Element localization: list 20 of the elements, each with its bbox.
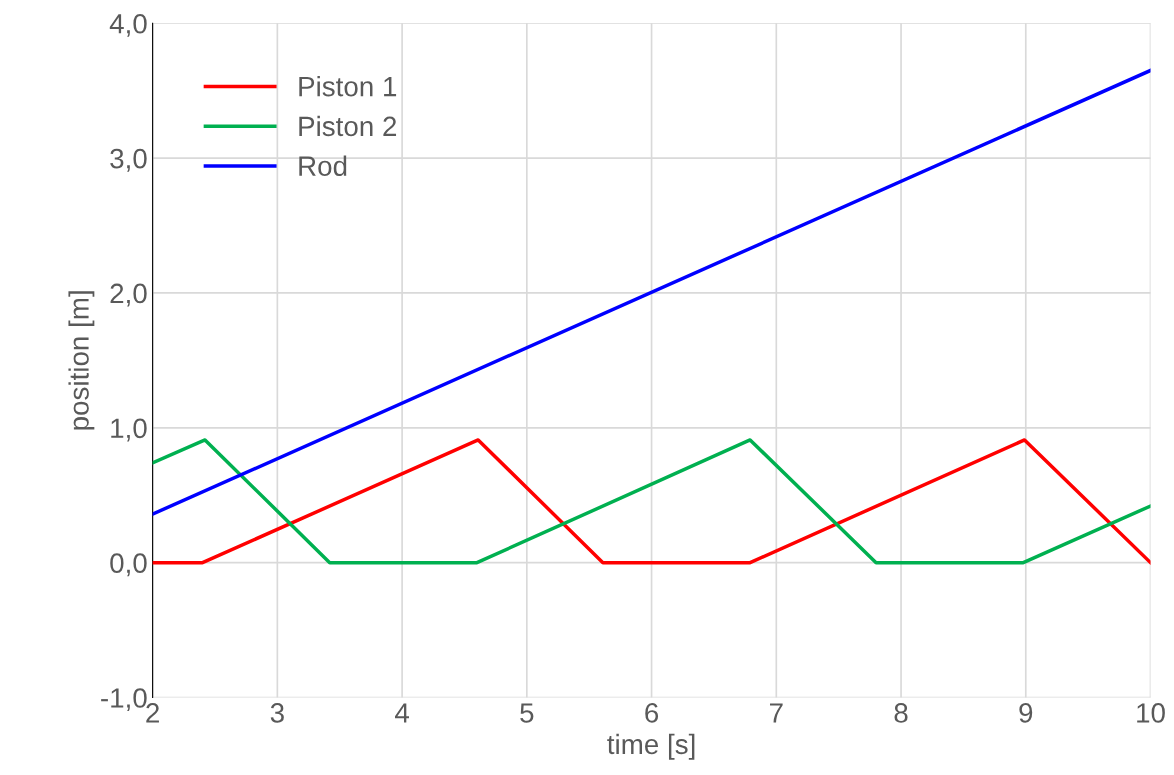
x-tick-label: 10 [1137, 703, 1165, 723]
y-tick-label: 3,0 [110, 148, 147, 172]
y-tick-label: 2,0 [110, 283, 147, 307]
y-tick-label: 1,0 [111, 418, 147, 442]
x-tick-label: 4 [395, 703, 410, 723]
y-tick-label: -1,0 [101, 688, 147, 712]
x-tick-label: 6 [645, 703, 659, 723]
x-tick-label: 5 [520, 703, 534, 723]
x-tick-label: 7 [770, 703, 783, 723]
legend-label: Piston 2 [299, 115, 397, 137]
x-axis-title: time [s] [607, 733, 695, 760]
y-axis-title: position [m] [68, 291, 95, 430]
legend-label: Piston 1 [299, 76, 397, 97]
x-tick-label: 3 [270, 703, 284, 723]
x-tick-label: 8 [894, 703, 908, 723]
y-tick-label: 0,0 [110, 553, 147, 577]
x-tick-label: 2 [146, 703, 159, 723]
legend-label: Rod [299, 155, 347, 176]
x-tick-label: 9 [1019, 703, 1033, 723]
y-tick-label: 4,0 [109, 13, 147, 37]
